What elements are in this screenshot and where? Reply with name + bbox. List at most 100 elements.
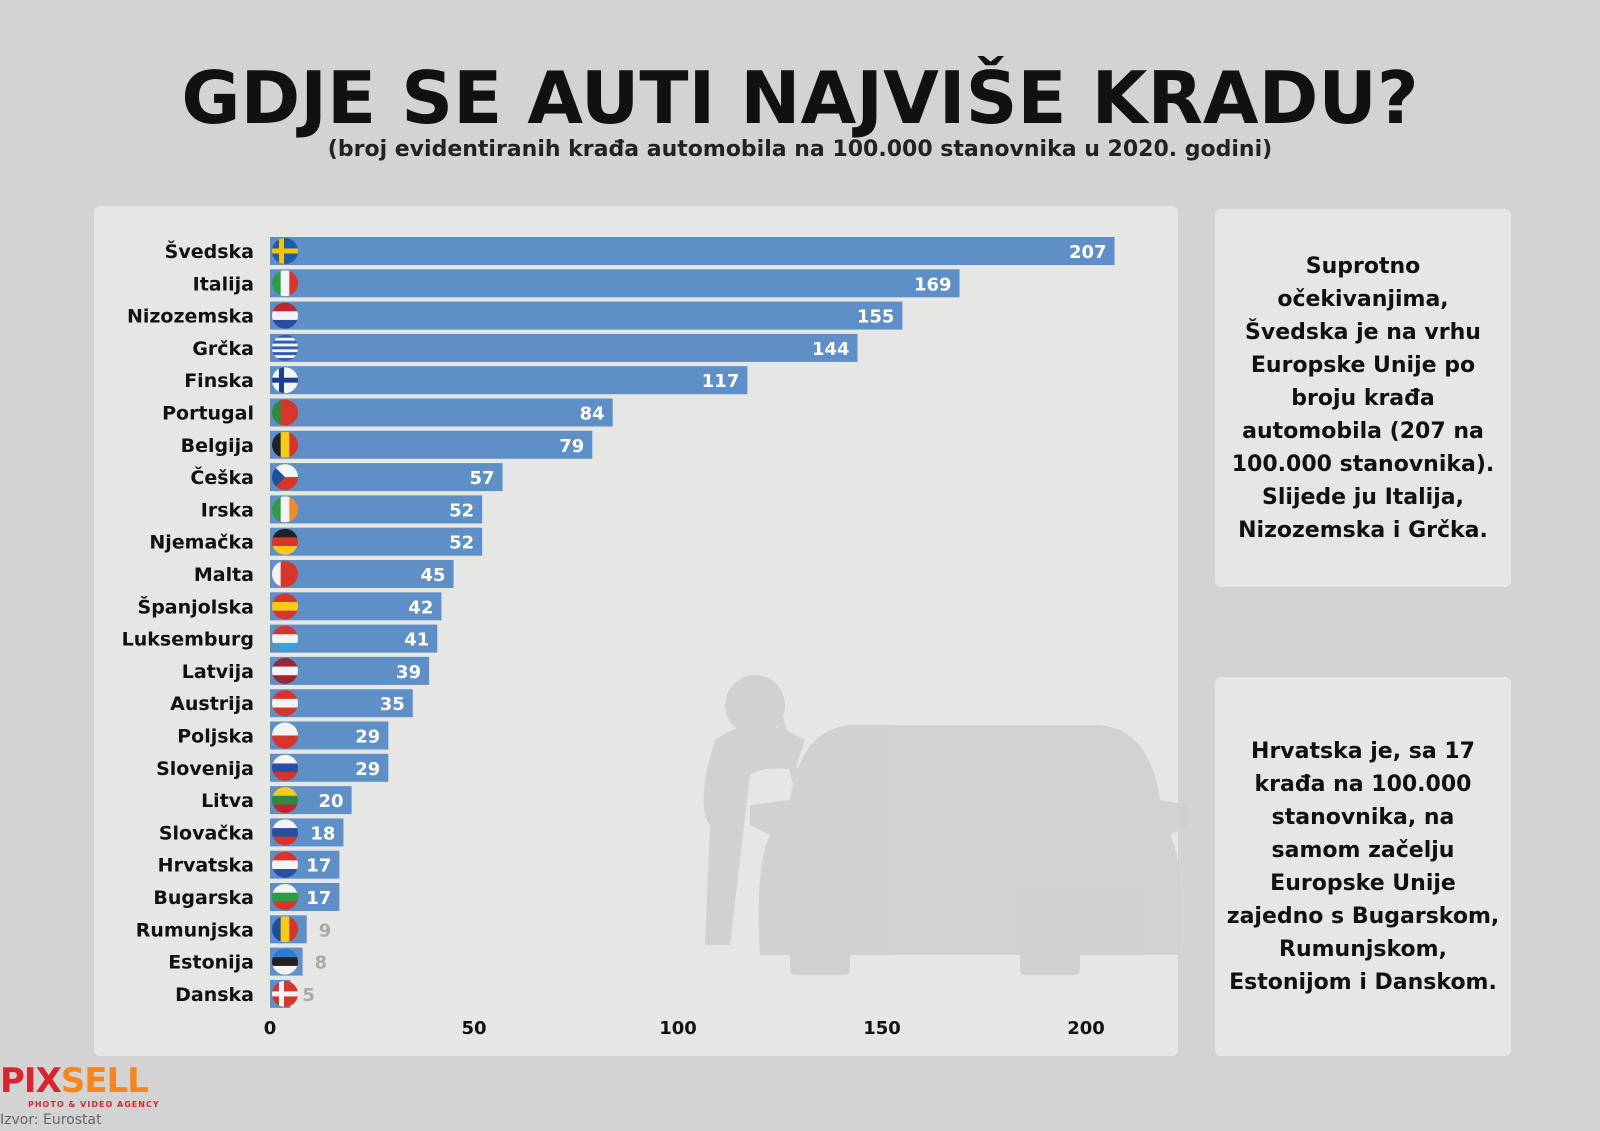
- category-label: Poljska: [177, 726, 254, 748]
- category-label: Bugarska: [153, 887, 254, 909]
- value-label: 57: [469, 468, 494, 489]
- flag-nl-icon: [272, 302, 298, 329]
- x-tick-label: 100: [659, 1018, 697, 1039]
- note-box-croatia: Hrvatska je, sa 17 krađa na 100.000 stan…: [1215, 677, 1511, 1056]
- bar: [270, 237, 1115, 265]
- value-label: 35: [380, 694, 405, 715]
- category-label: Portugal: [162, 403, 254, 425]
- value-label: 41: [404, 630, 429, 651]
- bar: [270, 495, 483, 524]
- bar: [270, 269, 960, 298]
- flag-pt-icon: [272, 399, 298, 426]
- flag-lt-icon: [272, 787, 298, 814]
- category-label: Litva: [201, 790, 254, 812]
- x-tick-label: 200: [1067, 1018, 1105, 1039]
- source-note: Izvor: Eurostat: [0, 1112, 102, 1128]
- flag-at-icon: [272, 690, 298, 717]
- flag-gr-icon: [272, 334, 298, 361]
- flag-de-icon: [272, 528, 298, 555]
- bar: [270, 463, 503, 492]
- flag-pl-icon: [272, 722, 298, 749]
- category-label: Grčka: [192, 338, 254, 360]
- category-label: Njemačka: [149, 532, 254, 554]
- flag-lv-icon: [272, 657, 298, 684]
- category-label: Danska: [175, 984, 254, 1006]
- flag-ee-icon: [272, 948, 298, 975]
- bar: [270, 560, 454, 588]
- bar: [270, 430, 593, 459]
- flag-it-icon: [272, 270, 298, 297]
- bar: [270, 398, 613, 427]
- value-label: 17: [306, 856, 331, 877]
- category-label: Rumunjska: [136, 919, 254, 941]
- value-label: 5: [302, 985, 315, 1006]
- category-label: Finska: [184, 370, 254, 392]
- category-label: Malta: [194, 564, 254, 586]
- value-label: 39: [396, 662, 421, 683]
- category-label: Austrija: [170, 693, 254, 715]
- bar: [270, 333, 858, 362]
- flag-hr-icon: [272, 851, 298, 878]
- bar: [270, 366, 748, 395]
- flag-dk-icon: [272, 980, 298, 1007]
- page-title: GDJE SE AUTI NAJVIŠE KRADU?: [181, 56, 1419, 140]
- value-label: 52: [449, 500, 474, 521]
- value-label: 17: [306, 888, 331, 909]
- flag-es-icon: [272, 593, 298, 620]
- value-label: 169: [914, 274, 952, 295]
- category-label: Luksemburg: [122, 629, 254, 651]
- value-label: 45: [421, 565, 446, 586]
- value-label: 9: [319, 920, 332, 941]
- logo-part-sell: SELL: [60, 1061, 149, 1101]
- category-label: Španjolska: [138, 594, 254, 618]
- flag-sk-icon: [272, 819, 298, 846]
- x-tick-label: 0: [264, 1018, 277, 1039]
- flag-ro-icon: [272, 916, 298, 943]
- value-label: 117: [702, 371, 740, 392]
- category-label: Slovenija: [156, 758, 254, 780]
- value-label: 79: [559, 436, 584, 457]
- value-label: 29: [355, 727, 380, 748]
- car-thief-illustration: [703, 675, 1190, 975]
- logo-tagline: PHOTO & VIDEO AGENCY: [28, 1100, 160, 1109]
- flag-fi-icon: [272, 367, 298, 394]
- x-tick-label: 150: [863, 1018, 901, 1039]
- category-label: Belgija: [181, 435, 254, 457]
- x-tick-label: 50: [461, 1018, 486, 1039]
- flag-lu-icon: [272, 625, 298, 652]
- flag-ie-icon: [272, 496, 298, 523]
- category-label: Latvija: [182, 661, 254, 683]
- bar: [270, 301, 903, 330]
- category-label: Irska: [201, 499, 254, 521]
- value-label: 84: [580, 404, 605, 425]
- category-label: Nizozemska: [127, 306, 254, 328]
- flag-si-icon: [272, 754, 298, 781]
- flag-se-icon: [272, 238, 298, 264]
- pixsell-logo: PIXSELL: [0, 1061, 149, 1101]
- flag-bg-icon: [272, 884, 298, 910]
- flag-mt-icon: [272, 561, 298, 587]
- flag-cz-icon: [272, 464, 298, 491]
- category-label: Češka: [190, 465, 254, 489]
- category-label: Estonija: [168, 952, 254, 974]
- category-label: Italija: [193, 273, 254, 295]
- page-subtitle: (broj evidentiranih krađa automobila na …: [327, 137, 1273, 162]
- value-label: 20: [319, 791, 344, 812]
- logo-part-pix: PIX: [0, 1061, 62, 1101]
- value-label: 155: [857, 307, 895, 328]
- value-label: 8: [315, 953, 328, 974]
- bar: [270, 592, 442, 621]
- value-label: 42: [408, 597, 433, 618]
- category-label: Švedska: [165, 239, 254, 263]
- value-label: 18: [310, 823, 335, 844]
- bar: [270, 527, 483, 556]
- value-label: 52: [449, 533, 474, 554]
- flag-be-icon: [272, 431, 298, 458]
- category-label: Hrvatska: [158, 855, 254, 877]
- note-box-sweden: Suprotno očekivanjima, Švedska je na vrh…: [1215, 209, 1511, 587]
- category-label: Slovačka: [159, 822, 254, 844]
- value-label: 144: [812, 339, 850, 360]
- value-label: 29: [355, 759, 380, 780]
- value-label: 207: [1069, 242, 1107, 263]
